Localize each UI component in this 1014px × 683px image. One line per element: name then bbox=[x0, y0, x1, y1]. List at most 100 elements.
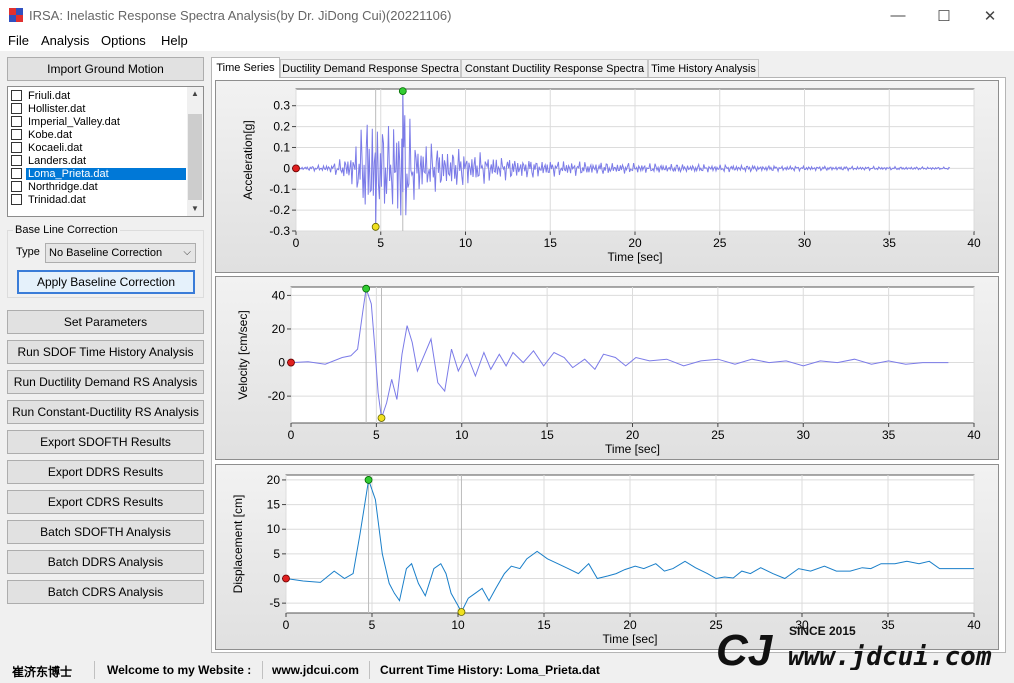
status-website[interactable]: www.jdcui.com bbox=[272, 663, 359, 677]
list-scrollbar[interactable]: ▲ ▼ bbox=[187, 87, 203, 216]
scroll-down-icon[interactable]: ▼ bbox=[191, 204, 199, 213]
status-welcome: Welcome to my Website : bbox=[107, 663, 252, 677]
file-checkbox[interactable] bbox=[11, 116, 22, 127]
y-tick-label: 0 bbox=[283, 161, 290, 175]
min-marker bbox=[457, 608, 466, 616]
y-tick-label: 0 bbox=[273, 572, 280, 586]
file-checkbox[interactable] bbox=[11, 194, 22, 205]
list-item[interactable]: Imperial_Valley.dat bbox=[11, 115, 186, 128]
status-divider bbox=[94, 661, 95, 679]
file-checkbox[interactable] bbox=[11, 155, 22, 166]
list-item[interactable]: Kobe.dat bbox=[11, 128, 186, 141]
file-checkbox[interactable] bbox=[11, 103, 22, 114]
x-tick-label: 30 bbox=[795, 618, 809, 632]
export-sdofth-button[interactable]: Export SDOFTH Results bbox=[7, 430, 204, 454]
x-tick-label: 40 bbox=[967, 618, 981, 632]
baseline-group-title: Base Line Correction bbox=[13, 224, 120, 236]
menu-analysis[interactable]: Analysis bbox=[41, 33, 90, 48]
scroll-thumb[interactable] bbox=[188, 114, 202, 200]
x-tick-label: 0 bbox=[293, 236, 300, 250]
x-tick-label: 10 bbox=[459, 236, 473, 250]
y-tick-label: 0 bbox=[278, 356, 285, 370]
x-tick-label: 25 bbox=[709, 618, 723, 632]
menu-bar: File Analysis Options Help bbox=[0, 31, 1014, 51]
list-item[interactable]: Hollister.dat bbox=[11, 102, 186, 115]
scroll-up-icon[interactable]: ▲ bbox=[191, 89, 199, 98]
series-line bbox=[290, 288, 949, 419]
max-marker bbox=[364, 476, 373, 484]
file-checkbox[interactable] bbox=[11, 168, 22, 179]
y-tick-label: 10 bbox=[267, 522, 281, 536]
maximize-button[interactable]: ☐ bbox=[921, 0, 967, 31]
baseline-type-select[interactable]: No Baseline Correction ⌵ bbox=[45, 243, 196, 263]
list-item[interactable]: Northridge.dat bbox=[11, 180, 186, 193]
file-name: Kobe.dat bbox=[28, 128, 73, 141]
x-tick-label: 0 bbox=[283, 618, 290, 632]
list-item[interactable]: Friuli.dat bbox=[11, 89, 186, 102]
file-name: Landers.dat bbox=[28, 154, 87, 167]
acceleration-chart-svg: 0 5 10 15 20 25 30 35 40 -0.3 -0.2 -0.1 0 0.1 0.2 0.3 Ti… bbox=[241, 87, 981, 264]
x-tick-label: 40 bbox=[967, 428, 981, 442]
list-item[interactable]: Loma_Prieta.dat bbox=[11, 166, 187, 181]
start-marker bbox=[282, 574, 290, 583]
y-tick-label: -0.1 bbox=[269, 182, 290, 196]
apply-baseline-correction-button[interactable]: Apply Baseline Correction bbox=[17, 270, 195, 294]
batch-cdrs-button[interactable]: Batch CDRS Analysis bbox=[7, 580, 204, 604]
velocity-chart: 0 5 10 15 20 25 30 35 40 -20 0 20 40 Time [sec] Veloci… bbox=[215, 276, 999, 460]
start-marker bbox=[292, 164, 300, 173]
x-tick-label: 30 bbox=[797, 428, 811, 442]
minimize-button[interactable]: — bbox=[875, 0, 921, 31]
file-name: Kocaeli.dat bbox=[28, 141, 83, 154]
list-item[interactable]: Kocaeli.dat bbox=[11, 141, 186, 154]
file-checkbox[interactable] bbox=[11, 142, 22, 153]
status-bar: 崔济东博士 Welcome to my Website : www.jdcui.… bbox=[0, 658, 1014, 683]
minimize-icon: — bbox=[890, 7, 906, 24]
y-axis-label: Velocity [cm/sec] bbox=[236, 310, 250, 399]
x-tick-label: 25 bbox=[713, 236, 727, 250]
max-marker bbox=[362, 284, 371, 293]
tab-time-series[interactable]: Time Series bbox=[211, 57, 280, 78]
y-tick-label: 5 bbox=[273, 547, 280, 561]
run-sdof-th-button[interactable]: Run SDOF Time History Analysis bbox=[7, 340, 204, 364]
maximize-icon: ☐ bbox=[937, 7, 951, 25]
series-line bbox=[285, 479, 974, 614]
file-name: Hollister.dat bbox=[28, 102, 86, 115]
tab-ductility-demand-rs[interactable]: Ductility Demand Response Spectra bbox=[280, 59, 461, 77]
batch-sdofth-button[interactable]: Batch SDOFTH Analysis bbox=[7, 520, 204, 544]
set-parameters-button[interactable]: Set Parameters bbox=[7, 310, 204, 334]
export-cdrs-button[interactable]: Export CDRS Results bbox=[7, 490, 204, 514]
x-tick-label: 15 bbox=[537, 618, 551, 632]
file-name: Friuli.dat bbox=[28, 89, 71, 102]
logo-url: www.jdcui.com bbox=[788, 642, 992, 670]
run-cdrs-button[interactable]: Run Constant-Ductility RS Analysis bbox=[7, 400, 204, 424]
y-tick-label: -0.3 bbox=[269, 224, 290, 238]
x-tick-label: 15 bbox=[544, 236, 558, 250]
menu-file[interactable]: File bbox=[8, 33, 29, 48]
import-ground-motion-button[interactable]: Import Ground Motion bbox=[7, 57, 204, 81]
file-checkbox[interactable] bbox=[11, 129, 22, 140]
file-name: Trinidad.dat bbox=[28, 193, 86, 206]
batch-ddrs-button[interactable]: Batch DDRS Analysis bbox=[7, 550, 204, 574]
baseline-type-value: No Baseline Correction bbox=[49, 247, 163, 259]
close-button[interactable]: ✕ bbox=[967, 0, 1013, 31]
tab-time-history-analysis[interactable]: Time History Analysis bbox=[648, 59, 759, 77]
list-item[interactable]: Landers.dat bbox=[11, 154, 186, 167]
x-tick-label: 40 bbox=[967, 236, 981, 250]
tab-constant-ductility-rs[interactable]: Constant Ductility Response Spectra bbox=[461, 59, 648, 77]
y-tick-label: 0.2 bbox=[273, 120, 290, 134]
y-axis-label: Acceleration[g] bbox=[241, 120, 255, 199]
menu-help[interactable]: Help bbox=[161, 33, 188, 48]
file-checkbox[interactable] bbox=[11, 181, 22, 192]
list-item[interactable]: Trinidad.dat bbox=[11, 193, 186, 206]
min-marker bbox=[377, 414, 386, 422]
file-checkbox[interactable] bbox=[11, 90, 22, 101]
menu-options[interactable]: Options bbox=[101, 33, 146, 48]
acceleration-chart: 0 5 10 15 20 25 30 35 40 -0.3 -0.2 -0.1 0 0.1 0.2 0.3 Ti… bbox=[215, 80, 999, 273]
x-tick-label: 10 bbox=[455, 428, 469, 442]
run-ddrs-button[interactable]: Run Ductility Demand RS Analysis bbox=[7, 370, 204, 394]
max-marker bbox=[398, 87, 407, 95]
window-title: IRSA: Inelastic Response Spectra Analysi… bbox=[29, 8, 452, 23]
export-ddrs-button[interactable]: Export DDRS Results bbox=[7, 460, 204, 484]
ground-motion-list[interactable]: Friuli.dat Hollister.dat Imperial_Valley.d… bbox=[7, 86, 204, 217]
